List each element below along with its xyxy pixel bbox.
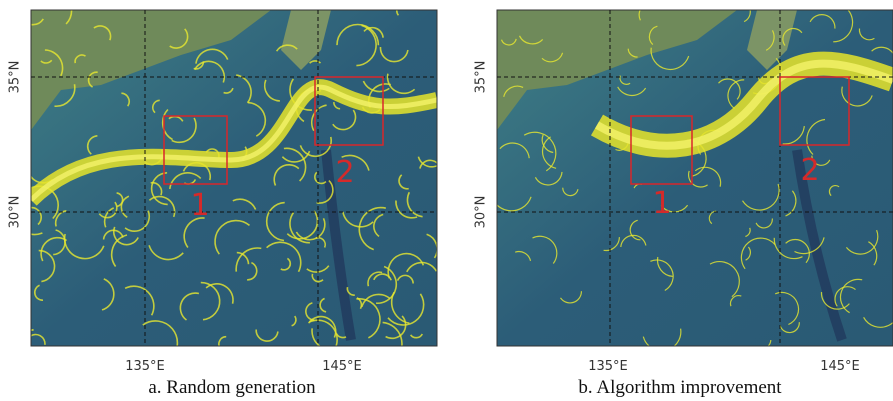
caption: a. Random generation <box>148 377 316 398</box>
x-tick-label: 145°E <box>820 359 860 374</box>
x-tick-label: 135°E <box>588 359 628 374</box>
caption: b. Algorithm improvement <box>578 377 782 398</box>
region-label: 1 <box>652 186 671 221</box>
figure: 135°E 145°E 35°N 30°N 1 2 a. Random generation… <box>0 0 893 401</box>
streamline <box>143 347 154 351</box>
y-tick-label: 35°N <box>474 61 489 94</box>
region-label: 2 <box>800 153 819 188</box>
region-label: 2 <box>335 155 354 190</box>
x-tick-label: 145°E <box>322 359 362 374</box>
region-label: 1 <box>190 188 209 223</box>
y-tick-label: 35°N <box>8 61 23 94</box>
y-tick-label: 30°N <box>8 196 23 229</box>
x-tick-label: 135°E <box>125 359 165 374</box>
y-tick-label: 30°N <box>474 196 489 229</box>
map-panel <box>14 0 446 360</box>
